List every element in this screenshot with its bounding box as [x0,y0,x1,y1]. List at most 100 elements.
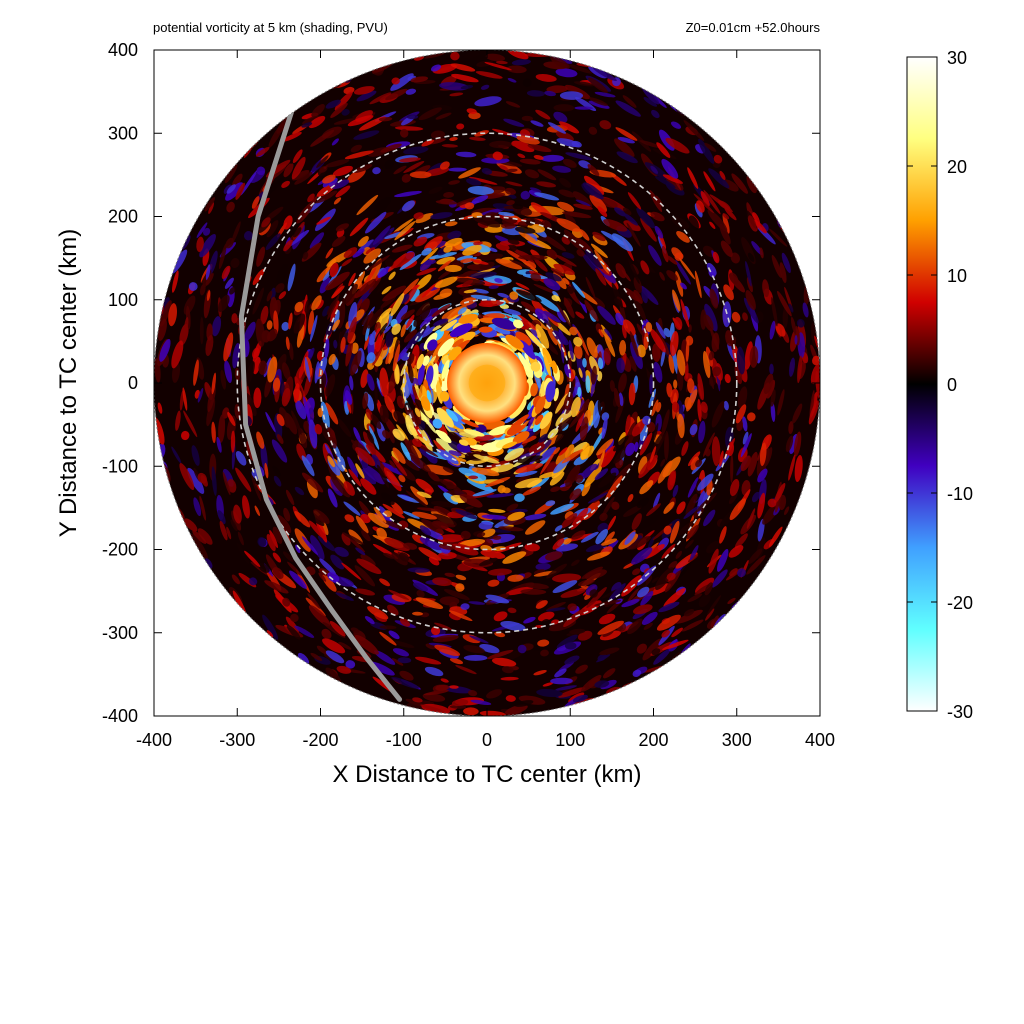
pv-streak [749,345,759,368]
pv-streak [487,568,513,576]
pv-streak [288,342,294,361]
pv-streak [592,547,605,557]
pv-streak [423,464,453,476]
pv-streak [611,582,622,593]
pv-streak [472,215,501,228]
pv-streak [501,666,514,674]
pv-streak [341,109,350,116]
pv-streak [585,276,596,298]
pv-streak [590,243,608,258]
pv-streak [689,545,699,561]
pv-streak [594,468,609,481]
pv-streak [697,473,714,491]
pv-streak [372,167,381,175]
pv-streak [500,620,526,631]
pv-streak [252,340,262,363]
pv-streak [261,217,271,228]
pv-streak [667,470,676,491]
pv-streak [597,653,607,662]
pv-streak [281,180,291,188]
pv-streak [379,404,389,423]
pv-streak [735,404,747,424]
pv-streak [599,647,620,656]
pv-streak [415,597,444,609]
pv-streak [369,92,392,105]
eyewall-streak [427,339,438,351]
pv-streak [388,271,396,281]
pv-streak [193,359,199,386]
pv-streak [437,534,465,543]
pv-streak [403,146,429,155]
pv-streak [615,312,625,326]
pv-streak [158,318,167,341]
pv-streak [476,253,504,261]
pv-streak [217,294,230,312]
pv-streak [329,262,339,278]
pv-streak [516,289,542,303]
pv-streak [363,248,382,264]
pv-streak [462,279,474,287]
pv-streak [666,270,678,281]
pv-streak [486,493,514,498]
pv-streak [367,606,389,620]
pv-streak [514,470,538,478]
pv-streak [421,518,445,535]
pv-streak [584,249,604,269]
pv-streak [348,272,356,287]
pv-streak [353,164,373,173]
pv-streak [698,420,706,444]
pv-streak [815,370,820,399]
pv-streak [501,487,511,494]
pv-streak [643,622,653,630]
pv-streak [632,295,647,321]
pv-streak [506,200,515,206]
pv-streak [384,395,395,414]
pv-streak [310,652,323,661]
pv-streak [488,247,498,253]
pv-streak [712,251,720,264]
pv-streak [499,165,508,171]
pv-streak [197,528,213,545]
pv-streak [623,220,641,232]
pv-streak [242,495,250,519]
pv-streak [316,350,324,361]
pv-streak [480,84,490,90]
eyewall-streak [425,365,434,386]
pv-streak [485,476,511,488]
pv-streak [366,352,376,364]
pv-streak [595,529,609,545]
pv-streak [653,361,663,383]
pv-streak [341,283,358,306]
pv-streak [316,645,328,655]
pv-streak [569,409,585,428]
pv-streak [549,471,565,486]
pv-streak [706,540,720,554]
pv-streak [481,528,496,538]
pv-streak [372,339,385,366]
pv-streak [671,305,681,321]
pv-streak [418,547,442,561]
pv-streak [405,88,417,95]
pv-streak [555,254,577,267]
pv-streak [252,268,265,286]
pv-streak [334,546,349,557]
pv-streak [517,644,527,654]
pv-streak [390,501,404,515]
pv-streak [455,574,467,581]
pv-streak [417,436,432,448]
pv-streak [424,52,446,59]
pv-streak [634,441,639,453]
pv-streak [591,296,606,309]
pv-streak [276,434,284,444]
pv-streak [457,273,471,278]
pv-streak [279,407,291,428]
pv-streak [266,320,273,330]
pv-streak [637,344,646,358]
pv-streak [345,390,353,405]
pv-streak [649,374,654,395]
pv-streak [462,508,489,512]
eyewall-streak [534,396,546,414]
pv-streak [458,167,481,179]
pv-streak [244,550,261,568]
x-tick-label: 400 [805,730,835,750]
